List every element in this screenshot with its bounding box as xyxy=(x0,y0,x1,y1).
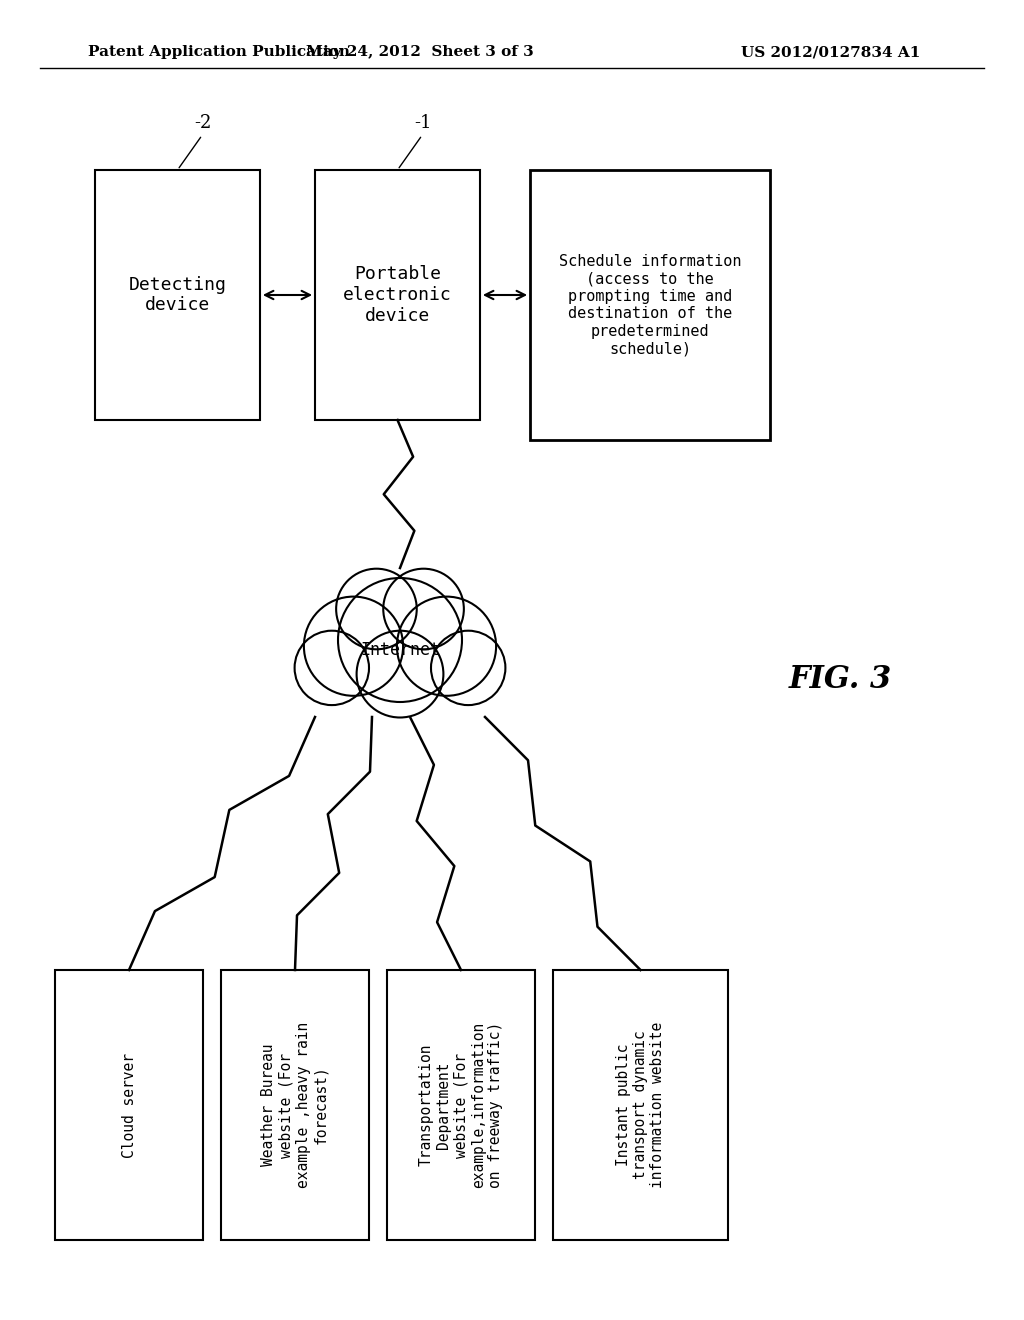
Text: Portable
electronic
device: Portable electronic device xyxy=(343,265,452,325)
Circle shape xyxy=(356,631,443,718)
Circle shape xyxy=(304,597,403,696)
Text: Detecting
device: Detecting device xyxy=(129,276,226,314)
Text: Patent Application Publication: Patent Application Publication xyxy=(88,45,350,59)
Bar xyxy=(530,170,770,440)
Text: Cloud server: Cloud server xyxy=(122,1052,136,1158)
Circle shape xyxy=(397,597,496,696)
Text: -1: -1 xyxy=(414,114,431,132)
Text: Instant public
transport dynamic
information website: Instant public transport dynamic informa… xyxy=(615,1022,666,1188)
Text: May 24, 2012  Sheet 3 of 3: May 24, 2012 Sheet 3 of 3 xyxy=(306,45,534,59)
Text: Internet: Internet xyxy=(360,642,440,659)
Text: FIG. 3: FIG. 3 xyxy=(788,664,892,696)
Bar xyxy=(55,970,203,1239)
Text: US 2012/0127834 A1: US 2012/0127834 A1 xyxy=(740,45,920,59)
Circle shape xyxy=(295,631,369,705)
Bar xyxy=(95,170,260,420)
Text: Schedule information
(access to the
prompting time and
destination of the
predet: Schedule information (access to the prom… xyxy=(559,253,741,356)
Circle shape xyxy=(338,578,462,702)
Circle shape xyxy=(383,569,464,649)
Bar xyxy=(315,170,480,420)
Text: Weather Bureau
website (For
example ,heavy rain
forecast): Weather Bureau website (For example ,hea… xyxy=(261,1022,329,1188)
Circle shape xyxy=(431,631,506,705)
Bar xyxy=(553,970,728,1239)
Bar xyxy=(221,970,369,1239)
Circle shape xyxy=(336,569,417,649)
Text: -2: -2 xyxy=(194,114,211,132)
Bar xyxy=(387,970,535,1239)
Text: Transportation
Department
website (For
example,information
on freeway traffic): Transportation Department website (For e… xyxy=(419,1022,504,1188)
